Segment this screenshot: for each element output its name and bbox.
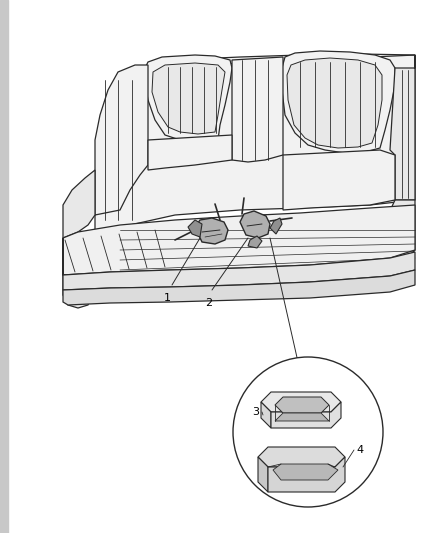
Polygon shape xyxy=(63,205,415,275)
Polygon shape xyxy=(95,65,148,215)
Polygon shape xyxy=(390,55,415,200)
Text: 3: 3 xyxy=(252,407,259,417)
Polygon shape xyxy=(388,200,415,260)
Polygon shape xyxy=(282,51,395,153)
Text: 4: 4 xyxy=(357,445,364,455)
Polygon shape xyxy=(261,392,341,412)
Polygon shape xyxy=(268,457,345,492)
Polygon shape xyxy=(275,397,329,413)
Polygon shape xyxy=(258,457,268,492)
Polygon shape xyxy=(275,413,329,421)
Polygon shape xyxy=(188,220,202,237)
Text: 2: 2 xyxy=(205,298,212,308)
Polygon shape xyxy=(248,236,262,248)
Polygon shape xyxy=(63,270,415,305)
Polygon shape xyxy=(195,218,228,244)
Polygon shape xyxy=(152,63,225,134)
Bar xyxy=(0,0,8,533)
Polygon shape xyxy=(273,464,338,480)
Polygon shape xyxy=(271,402,341,428)
Polygon shape xyxy=(63,252,415,290)
Polygon shape xyxy=(258,447,345,467)
Polygon shape xyxy=(95,54,415,238)
Text: 1: 1 xyxy=(163,293,170,303)
Polygon shape xyxy=(145,55,232,142)
Circle shape xyxy=(233,357,383,507)
Polygon shape xyxy=(270,218,282,234)
Polygon shape xyxy=(148,135,232,170)
Polygon shape xyxy=(261,402,271,428)
Polygon shape xyxy=(283,150,395,210)
Polygon shape xyxy=(287,58,382,148)
Polygon shape xyxy=(63,170,95,238)
Polygon shape xyxy=(240,211,270,238)
Polygon shape xyxy=(63,238,92,308)
Polygon shape xyxy=(232,57,283,162)
